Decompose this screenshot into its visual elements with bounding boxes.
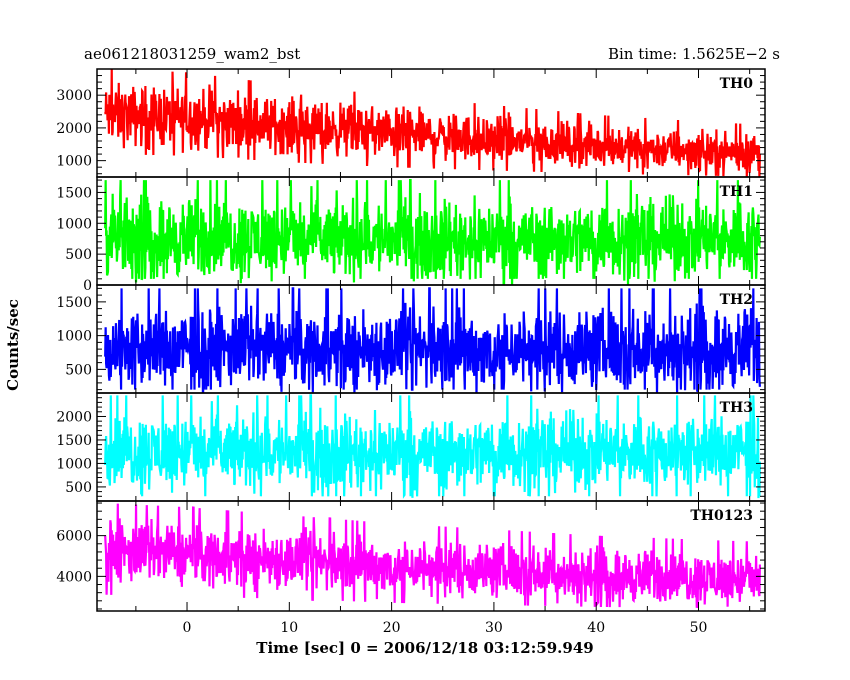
panel-th2: 500 1000 1500 TH2: [56, 284, 766, 394]
series-th3-trace: [104, 394, 761, 499]
x-tick-label: 20: [383, 620, 401, 636]
x-axis-label: Time [sec] 0 = 2006/12/18 03:12:59.949: [256, 639, 593, 657]
y-tick-label: 1000: [56, 154, 92, 170]
y-tick-label: 500: [65, 480, 92, 496]
y-tick-label: 6000: [56, 529, 92, 545]
panel-label-th1: TH1: [720, 184, 753, 200]
panel-frame: [96, 500, 766, 612]
x-tick-label: 50: [690, 620, 708, 636]
series-th0123-trace: [104, 503, 761, 608]
y-tick-label: 0: [83, 278, 92, 294]
y-tick-label: 1000: [56, 216, 92, 232]
panels: 1000 2000 3000 TH0 0 500 1000 1500 TH1 500 1000 150…: [56, 68, 766, 612]
y-tick-label: 1000: [56, 456, 92, 472]
panel-th3: 500 1000 1500 2000 TH3: [56, 392, 766, 502]
x-tick-label: 30: [485, 620, 503, 636]
panel-th0: 1000 2000 3000 TH0: [56, 68, 766, 178]
y-axis-label: Counts/sec: [4, 299, 22, 391]
y-tick-label: 2000: [56, 409, 92, 425]
series-th2-trace: [104, 287, 761, 393]
plot-title: ae061218031259_wam2_bst: [84, 45, 300, 63]
x-axis: 0 10 20 30 40 50: [183, 620, 708, 636]
y-tick-label: 4000: [56, 569, 92, 585]
y-tick-label: 500: [65, 362, 92, 378]
x-tick-label: 40: [587, 620, 605, 636]
panel-label-th2: TH2: [720, 292, 753, 308]
y-tick-label: 500: [65, 247, 92, 263]
panel-label-th0123: TH0123: [690, 508, 753, 524]
x-tick-label: 10: [280, 620, 298, 636]
y-tick-label: 2000: [56, 121, 92, 137]
bin-time-label: Bin time: 1.5625E−2 s: [608, 45, 780, 63]
y-tick-label: 3000: [56, 88, 92, 104]
panel-label-th0: TH0: [720, 76, 754, 92]
y-tick-label: 1000: [56, 329, 92, 345]
y-tick-label: 1500: [56, 433, 92, 449]
series-th1-trace: [104, 178, 761, 285]
panel-th0123: 4000 6000 TH0123: [56, 500, 766, 612]
y-tick-label: 1500: [56, 185, 92, 201]
panel-th1: 0 500 1000 1500 TH1: [56, 176, 766, 294]
series-th0-trace: [104, 69, 761, 177]
x-tick-label: 0: [183, 620, 192, 636]
y-tick-label: 1500: [56, 295, 92, 311]
panel-label-th3: TH3: [720, 400, 753, 416]
